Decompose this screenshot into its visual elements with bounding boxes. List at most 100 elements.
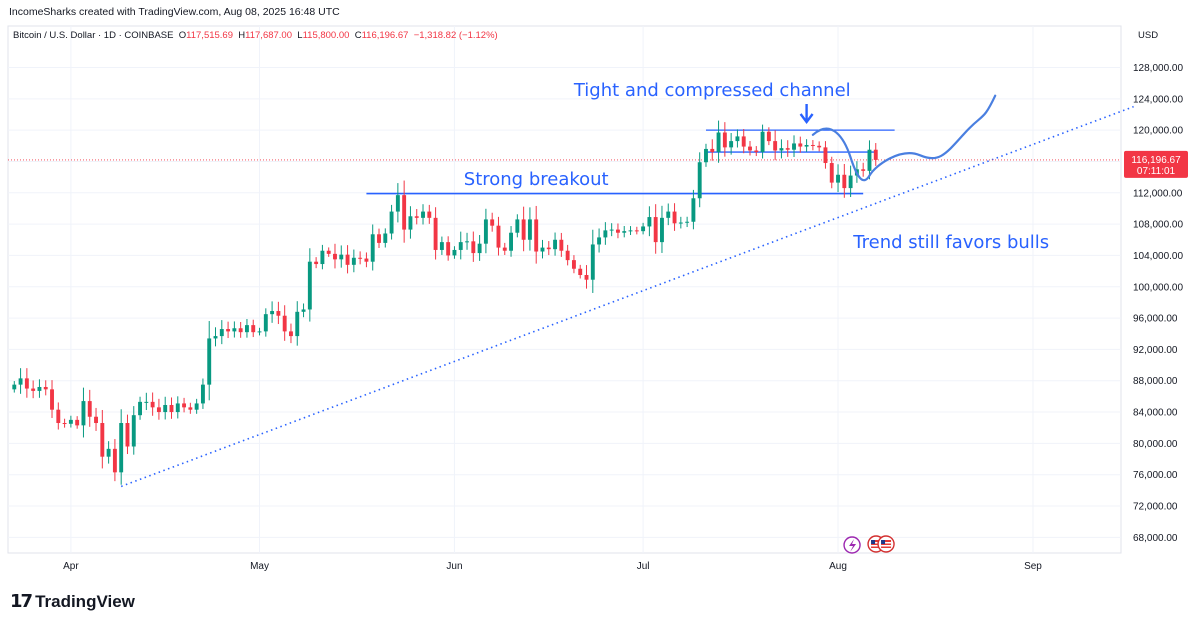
candle-body <box>56 409 61 424</box>
candle-body <box>200 384 205 404</box>
candle-body <box>622 231 627 233</box>
candle <box>282 305 287 341</box>
candle <box>559 232 564 257</box>
candle-body <box>521 219 526 240</box>
candle <box>12 381 17 393</box>
candle-body <box>182 403 187 408</box>
candle <box>251 319 256 338</box>
candle <box>603 222 608 245</box>
candle <box>295 301 300 346</box>
candle <box>414 209 419 225</box>
candle-body <box>446 242 451 256</box>
candle <box>590 229 595 293</box>
candle <box>169 397 174 419</box>
candle <box>307 248 312 322</box>
candle <box>125 414 130 455</box>
candle-body <box>188 407 193 410</box>
candle <box>760 124 765 159</box>
candle <box>710 139 715 161</box>
candle <box>370 224 375 271</box>
candle <box>402 180 407 243</box>
candle-body <box>559 239 564 251</box>
candle-body <box>364 258 369 262</box>
y-tick-label: 100,000.00 <box>1133 282 1183 293</box>
candle <box>521 206 526 252</box>
candle <box>175 396 180 419</box>
candle-body <box>578 268 583 276</box>
candle <box>200 378 205 409</box>
candle <box>37 379 42 398</box>
y-tick-label: 72,000.00 <box>1133 502 1178 513</box>
flag-stripe <box>871 542 882 544</box>
candle-body <box>615 229 620 233</box>
candle-body <box>282 315 287 332</box>
candle-body <box>383 233 388 243</box>
candle <box>471 231 476 262</box>
candle-body <box>798 143 803 147</box>
close-value: 116,196.67 <box>361 30 409 41</box>
candle-body <box>219 329 224 337</box>
candle-body <box>24 378 29 389</box>
candle <box>634 226 639 235</box>
candle-body <box>276 311 281 316</box>
x-tick-label: Sep <box>1024 561 1042 572</box>
candle-body <box>295 311 300 337</box>
candle <box>502 242 507 255</box>
candle <box>100 409 105 469</box>
candle <box>477 235 482 261</box>
candle-body <box>660 217 664 243</box>
candle <box>119 409 124 485</box>
candle <box>81 387 86 438</box>
candle <box>741 129 746 154</box>
candle-body <box>43 386 48 390</box>
candle-body <box>584 275 589 280</box>
candle <box>609 223 614 237</box>
candle <box>320 244 325 270</box>
close-label: C <box>354 30 362 41</box>
candle-body <box>527 219 532 240</box>
x-tick-label: May <box>250 561 269 572</box>
candle-body <box>546 247 551 250</box>
candle-body <box>634 230 639 232</box>
y-tick-label: 92,000.00 <box>1133 345 1178 356</box>
candle-body <box>647 217 652 227</box>
candle-body <box>458 242 463 250</box>
candle <box>24 368 29 398</box>
candle <box>810 140 815 151</box>
candle <box>578 264 583 279</box>
candle <box>207 321 212 401</box>
candle <box>213 327 218 347</box>
price-axis: 68,000.00 72,000.00 76,000.00 80,000.00 84,0… <box>1133 63 1183 544</box>
plot-frame <box>7 25 1122 554</box>
candle <box>314 257 319 269</box>
candle-body <box>333 253 337 260</box>
candle-body <box>144 401 149 403</box>
candle-body <box>848 175 853 189</box>
candle-body <box>244 325 249 333</box>
y-tick-label: 112,000.00 <box>1133 188 1183 199</box>
candle <box>873 143 878 166</box>
candle <box>509 226 514 257</box>
candle-body <box>641 226 646 232</box>
candle <box>597 228 602 253</box>
candle <box>458 231 463 260</box>
candle <box>333 243 337 269</box>
candle-body <box>465 241 469 243</box>
currency-label[interactable]: USD <box>1138 30 1159 41</box>
flag-stripe <box>881 542 892 544</box>
candle-body <box>207 338 212 385</box>
candle <box>647 206 652 237</box>
tradingview-logo[interactable]: 17 TradingView <box>10 591 135 612</box>
chart-grid <box>7 25 1122 554</box>
symbol-name[interactable]: Bitcoin / U.S. Dollar · 1D · COINBASE <box>13 30 174 41</box>
candle-body <box>389 211 394 234</box>
time-axis: Apr May Jun Jul Aug Sep <box>63 561 1042 572</box>
candle-body <box>779 148 784 151</box>
symbol-info: Bitcoin / U.S. Dollar · 1D · COINBASE O1… <box>13 30 498 41</box>
candle-body <box>873 149 878 160</box>
candle-body <box>421 211 425 218</box>
countdown-label: 07:11:01 <box>1137 166 1176 177</box>
candle <box>421 204 425 225</box>
candle-body <box>502 247 507 251</box>
